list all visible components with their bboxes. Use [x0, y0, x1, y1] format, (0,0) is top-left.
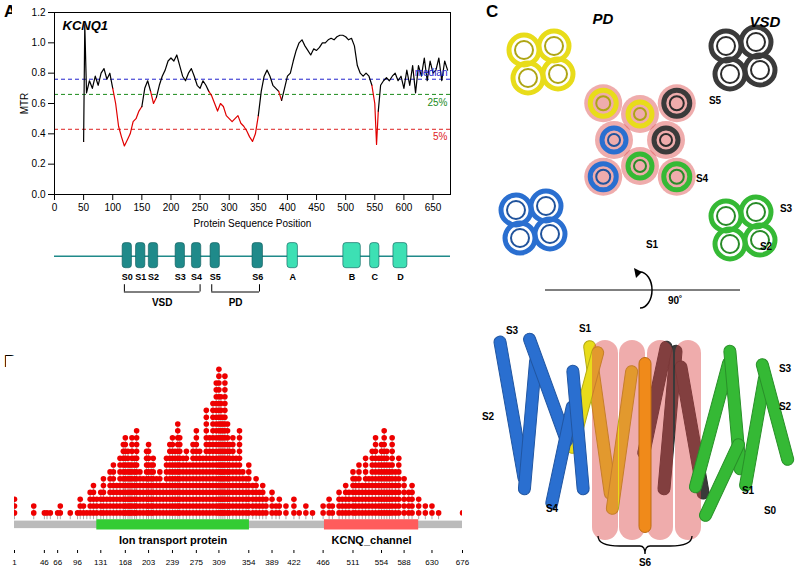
- svg-text:0.0: 0.0: [32, 189, 46, 200]
- svg-text:D: D: [397, 272, 404, 282]
- svg-text:S5: S5: [210, 272, 221, 282]
- svg-text:S0: S0: [764, 505, 777, 516]
- svg-text:511: 511: [347, 558, 360, 567]
- svg-text:131: 131: [94, 558, 108, 567]
- svg-text:354: 354: [242, 558, 256, 567]
- svg-text:466: 466: [316, 558, 330, 567]
- svg-text:Ion transport protein: Ion transport protein: [119, 534, 227, 546]
- svg-text:500: 500: [337, 202, 354, 213]
- svg-text:S4: S4: [546, 503, 559, 514]
- svg-text:S3: S3: [780, 203, 793, 214]
- svg-text:0.8: 0.8: [32, 67, 46, 78]
- svg-text:KCNQ_channel: KCNQ_channel: [332, 534, 412, 546]
- svg-text:S1: S1: [135, 272, 146, 282]
- svg-text:S2: S2: [760, 241, 773, 252]
- svg-text:203: 203: [142, 558, 156, 567]
- svg-text:300: 300: [221, 202, 238, 213]
- svg-text:309: 309: [212, 558, 226, 567]
- svg-text:1: 1: [12, 558, 17, 567]
- svg-text:PD: PD: [229, 297, 243, 308]
- svg-text:0.6: 0.6: [32, 98, 46, 109]
- svg-text:676: 676: [456, 558, 470, 567]
- svg-text:S1: S1: [742, 485, 755, 496]
- svg-text:90˚: 90˚: [668, 295, 682, 306]
- svg-text:median: median: [415, 67, 448, 78]
- svg-text:S2: S2: [779, 401, 792, 412]
- svg-text:275: 275: [190, 558, 204, 567]
- svg-text:S5: S5: [709, 95, 722, 106]
- svg-text:S1: S1: [579, 323, 592, 334]
- svg-text:25%: 25%: [427, 97, 447, 108]
- svg-text:100: 100: [104, 202, 121, 213]
- svg-text:VSD: VSD: [750, 13, 781, 30]
- svg-text:S4: S4: [696, 173, 709, 184]
- svg-text:PD: PD: [593, 10, 614, 27]
- svg-text:5%: 5%: [433, 131, 448, 142]
- svg-text:S6: S6: [639, 557, 652, 568]
- svg-text:VSD: VSD: [152, 297, 173, 308]
- svg-text:0: 0: [52, 202, 58, 213]
- svg-text:450: 450: [308, 202, 325, 213]
- svg-text:650: 650: [425, 202, 442, 213]
- svg-text:S3: S3: [506, 325, 519, 336]
- svg-text:630: 630: [425, 558, 439, 567]
- svg-text:S1: S1: [646, 239, 659, 250]
- svg-text:S6: S6: [252, 272, 263, 282]
- svg-text:MTR: MTR: [19, 93, 30, 115]
- svg-text:S2: S2: [482, 411, 495, 422]
- svg-text:S3: S3: [779, 363, 792, 374]
- svg-text:B: B: [349, 272, 356, 282]
- svg-text:400: 400: [279, 202, 296, 213]
- svg-text:C: C: [372, 272, 379, 282]
- svg-text:66: 66: [53, 558, 62, 567]
- svg-text:554: 554: [375, 558, 389, 567]
- html-text:C: C: [486, 2, 499, 21]
- svg-text:422: 422: [287, 558, 301, 567]
- svg-text:S2: S2: [148, 272, 159, 282]
- svg-text:600: 600: [396, 202, 413, 213]
- svg-text:50: 50: [78, 202, 90, 213]
- svg-text:200: 200: [163, 202, 180, 213]
- html-text:B: B: [4, 352, 17, 371]
- svg-text:350: 350: [250, 202, 267, 213]
- svg-text:S4: S4: [191, 272, 202, 282]
- svg-text:0.4: 0.4: [32, 128, 46, 139]
- svg-text:168: 168: [119, 558, 133, 567]
- svg-text:1.2: 1.2: [32, 7, 46, 18]
- svg-text:550: 550: [366, 202, 383, 213]
- svg-text:239: 239: [166, 558, 180, 567]
- svg-text:588: 588: [397, 558, 411, 567]
- svg-text:250: 250: [192, 202, 209, 213]
- svg-text:0.2: 0.2: [32, 158, 46, 169]
- svg-text:Protein Sequence Position: Protein Sequence Position: [194, 218, 312, 229]
- svg-text:46: 46: [40, 558, 49, 567]
- svg-text:S3: S3: [175, 272, 186, 282]
- svg-text:150: 150: [134, 202, 151, 213]
- svg-text:KCNQ1: KCNQ1: [63, 18, 109, 33]
- svg-text:389: 389: [265, 558, 279, 567]
- svg-text:1.0: 1.0: [32, 37, 46, 48]
- html-text:A: A: [4, 2, 17, 21]
- svg-text:A: A: [289, 272, 296, 282]
- svg-text:96: 96: [73, 558, 82, 567]
- svg-text:S0: S0: [122, 272, 133, 282]
